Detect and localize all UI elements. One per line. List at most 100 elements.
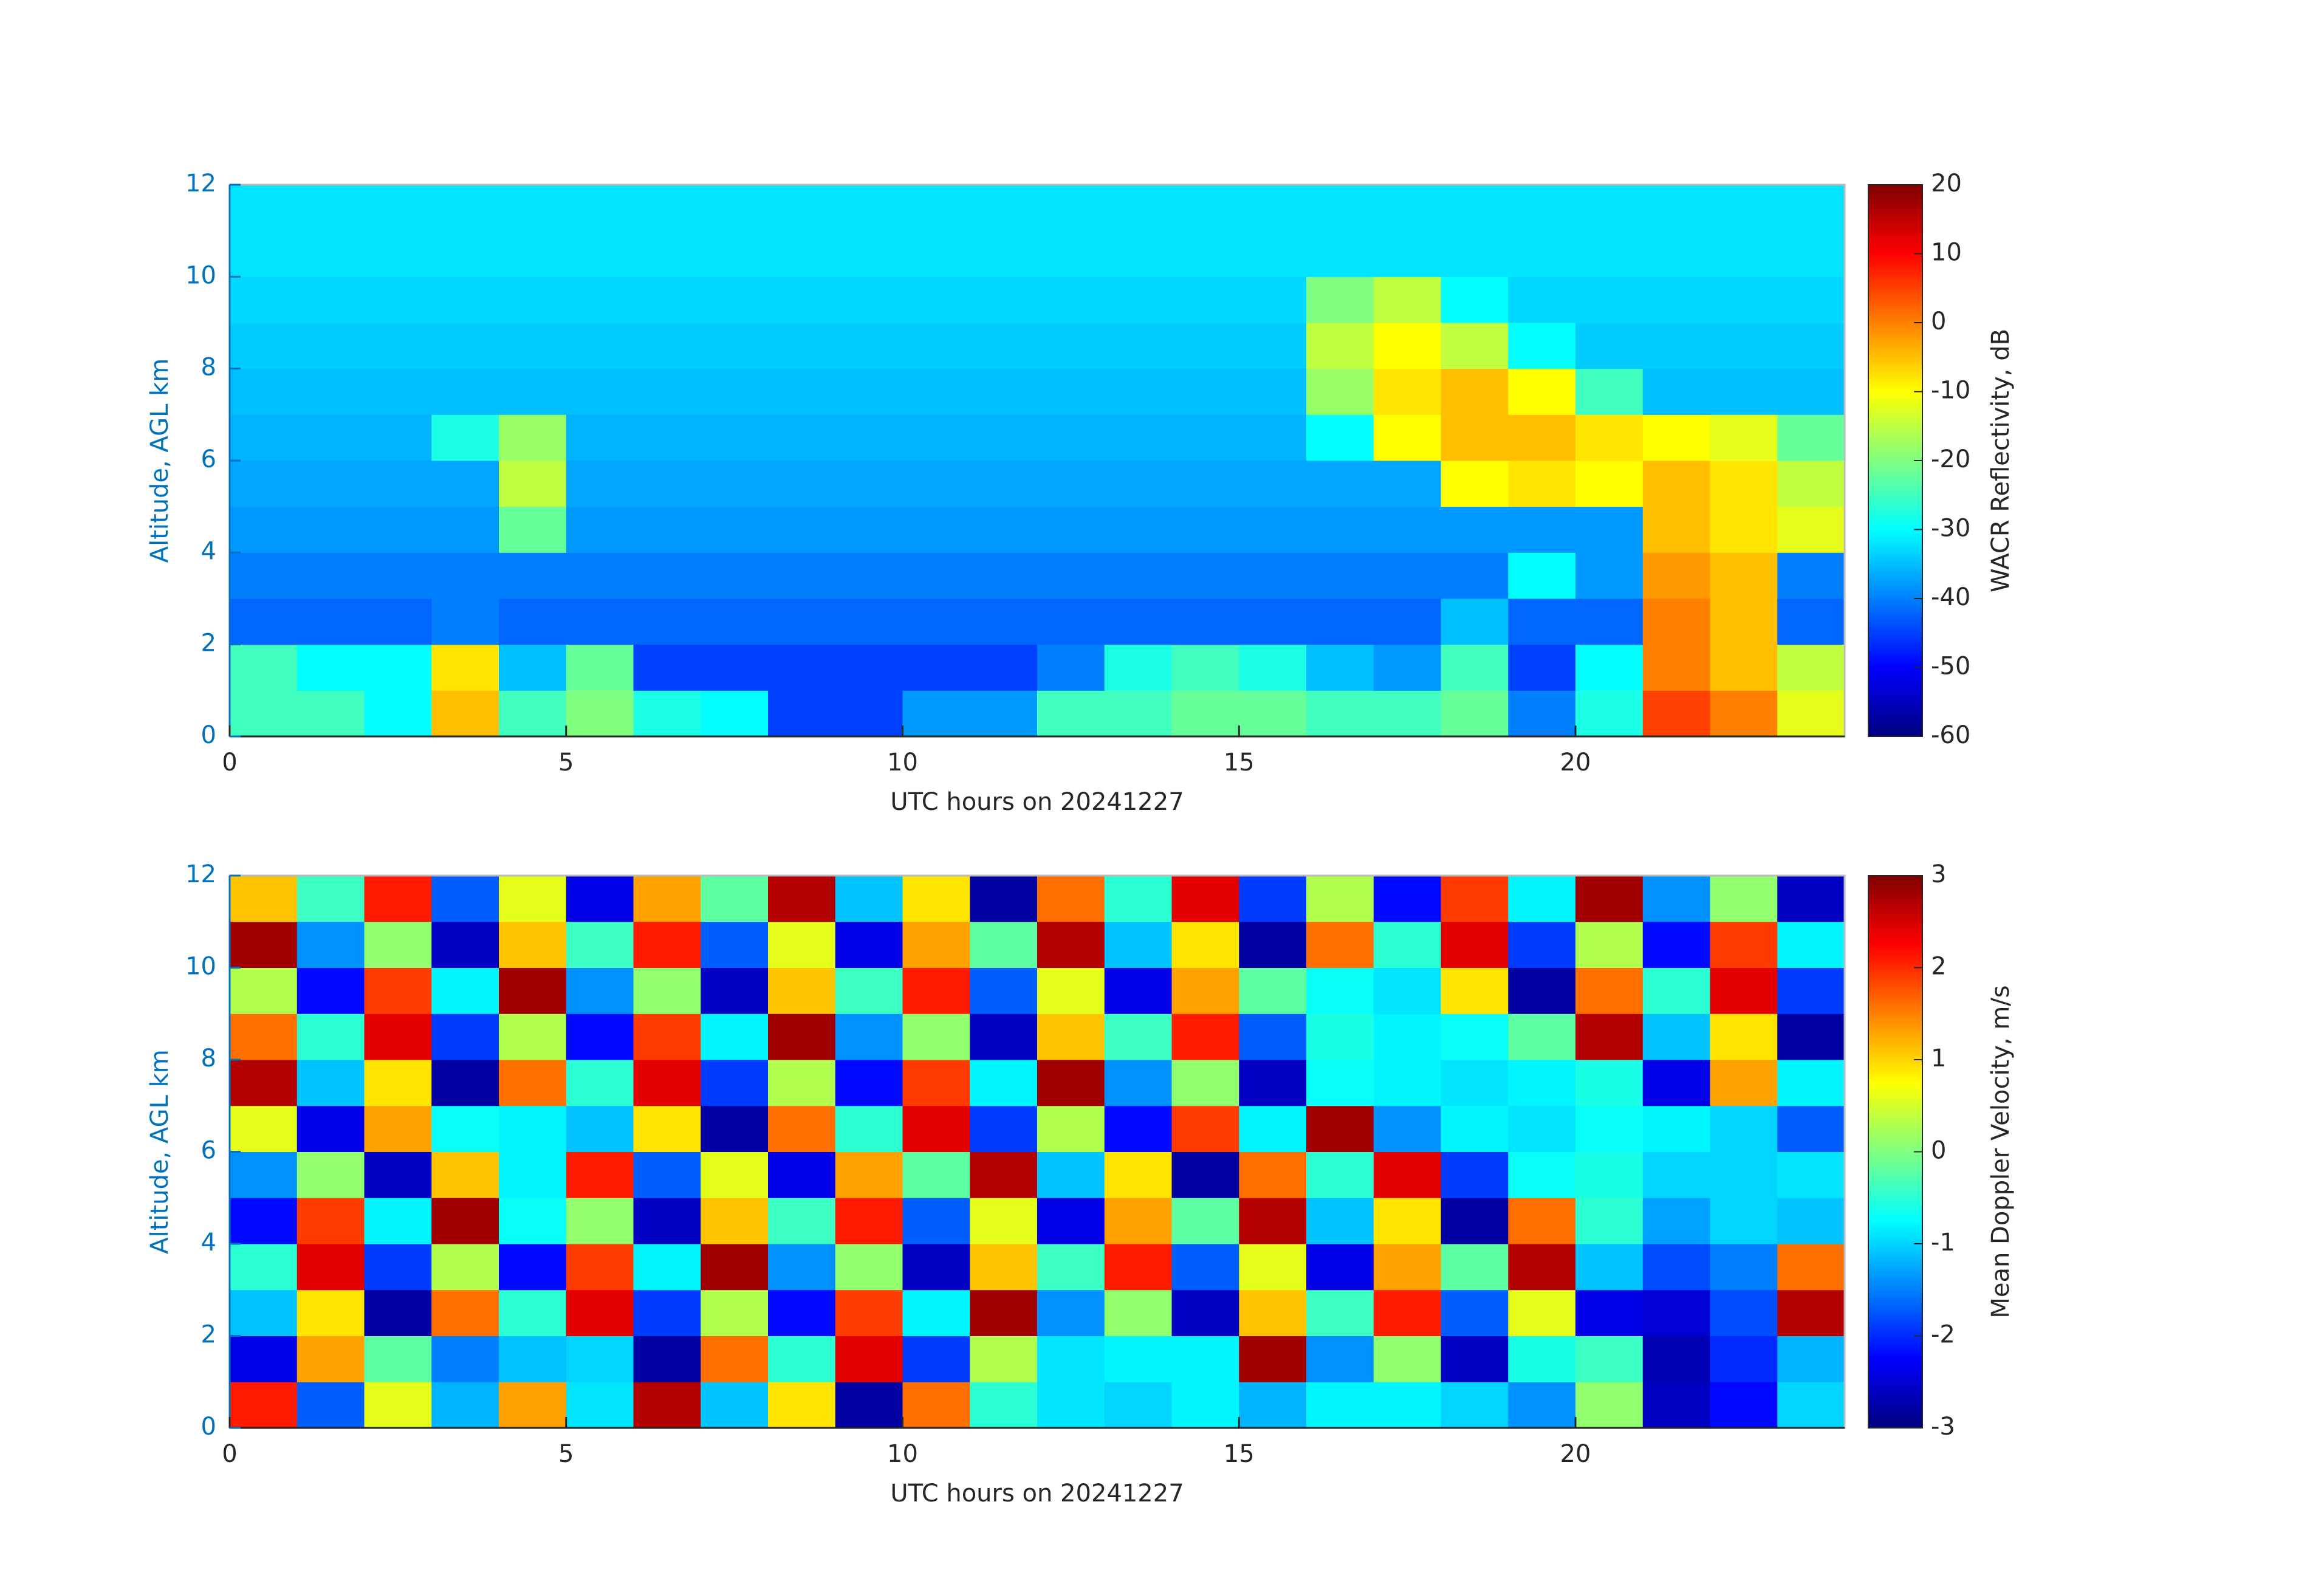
heatmap-cell xyxy=(902,599,970,645)
heatmap-cell xyxy=(1239,1151,1307,1198)
heatmap-cell xyxy=(566,368,634,415)
heatmap-cell xyxy=(499,461,567,507)
heatmap-cell xyxy=(701,599,769,645)
heatmap-cell xyxy=(1171,276,1239,323)
heatmap-cell xyxy=(230,506,298,553)
colorbar-label: WACR Reflectivity, dB xyxy=(1987,329,2015,592)
heatmap-cell xyxy=(1373,1105,1441,1152)
heatmap-cell xyxy=(768,921,836,968)
heatmap-cell xyxy=(835,230,903,277)
heatmap-cell xyxy=(499,323,567,369)
heatmap-cell xyxy=(1037,599,1105,645)
heatmap-cell xyxy=(296,1289,365,1336)
heatmap-cell xyxy=(1441,599,1509,645)
heatmap-cell xyxy=(1508,1382,1576,1429)
heatmap-cell xyxy=(1306,230,1374,277)
heatmap-cell xyxy=(1104,1105,1172,1152)
heatmap-cell xyxy=(566,1198,634,1244)
heatmap-cell xyxy=(566,690,634,737)
heatmap-cell xyxy=(1037,461,1105,507)
heatmap-cell xyxy=(1306,1336,1374,1382)
heatmap-cell xyxy=(1642,1336,1710,1382)
heatmap-cell xyxy=(431,921,499,968)
heatmap-cell xyxy=(902,1060,970,1106)
heatmap-cell xyxy=(431,967,499,1014)
heatmap-cell xyxy=(1171,1336,1239,1382)
heatmap-cell xyxy=(1306,368,1374,415)
heatmap-cell xyxy=(902,185,970,232)
heatmap-cell xyxy=(1104,368,1172,415)
heatmap-cell xyxy=(970,414,1038,461)
y-tick-label: 4 xyxy=(201,1229,216,1257)
heatmap-cell xyxy=(1642,1151,1710,1198)
heatmap-cell xyxy=(1373,1382,1441,1429)
heatmap-cell xyxy=(1306,506,1374,553)
heatmap-cell xyxy=(1306,552,1374,599)
heatmap-cell xyxy=(364,644,432,691)
heatmap-cell xyxy=(1575,506,1644,553)
heatmap-cell xyxy=(1710,276,1778,323)
heatmap-cell xyxy=(499,276,567,323)
heatmap-cell xyxy=(701,1289,769,1336)
heatmap-cell xyxy=(1777,921,1845,968)
heatmap-cell xyxy=(633,414,701,461)
heatmap-cell xyxy=(970,323,1038,369)
heatmap-cell xyxy=(1171,1014,1239,1060)
heatmap-cell xyxy=(1104,1014,1172,1060)
heatmap-cell xyxy=(431,276,499,323)
heatmap-cell xyxy=(1777,1151,1845,1198)
heatmap-cell xyxy=(1777,461,1845,507)
heatmap-cell xyxy=(1373,1244,1441,1291)
heatmap-cell xyxy=(230,690,298,737)
y-tick-label: 2 xyxy=(201,629,216,657)
heatmap-cell xyxy=(230,1336,298,1382)
heatmap-cell xyxy=(1104,690,1172,737)
heatmap-cell xyxy=(296,1060,365,1106)
heatmap-cell xyxy=(431,1151,499,1198)
heatmap-cell xyxy=(1575,644,1644,691)
heatmap-cell xyxy=(1575,552,1644,599)
x-tick-label: 10 xyxy=(887,1440,918,1468)
heatmap-cell xyxy=(1441,1382,1509,1429)
heatmap-cell xyxy=(1710,644,1778,691)
x-tick-label: 10 xyxy=(887,749,918,777)
heatmap-cell xyxy=(1575,1198,1644,1244)
heatmap-cell xyxy=(1171,506,1239,553)
heatmap-cell xyxy=(1104,876,1172,922)
heatmap-cell xyxy=(1710,1382,1778,1429)
heatmap-cell xyxy=(768,1105,836,1152)
heatmap-cell xyxy=(902,690,970,737)
heatmap-cell xyxy=(1306,876,1374,922)
heatmap-cell xyxy=(1777,1289,1845,1336)
heatmap-cell xyxy=(566,1151,634,1198)
heatmap-cell xyxy=(230,368,298,415)
heatmap-cell xyxy=(1508,921,1576,968)
y-tick-label: 6 xyxy=(201,445,216,473)
heatmap-cell xyxy=(701,921,769,968)
heatmap-cell xyxy=(1373,1336,1441,1382)
heatmap-cell xyxy=(835,1014,903,1060)
heatmap-cell xyxy=(1642,506,1710,553)
heatmap-cell xyxy=(902,1336,970,1382)
heatmap-cell xyxy=(701,1382,769,1429)
heatmap-cell xyxy=(1777,323,1845,369)
heatmap-cell xyxy=(296,599,365,645)
heatmap-cell xyxy=(1777,967,1845,1014)
heatmap-cell xyxy=(1441,1289,1509,1336)
heatmap-cell xyxy=(1642,644,1710,691)
colorbar-tick-label: -2 xyxy=(1931,1321,1955,1349)
heatmap-cell xyxy=(1239,1336,1307,1382)
heatmap-cell xyxy=(1777,1060,1845,1106)
heatmap-cell xyxy=(835,414,903,461)
heatmap-cell xyxy=(1037,967,1105,1014)
heatmap-cell xyxy=(431,1105,499,1152)
heatmap-cell xyxy=(835,185,903,232)
x-tick-label: 15 xyxy=(1224,749,1255,777)
heatmap-cell xyxy=(1441,1198,1509,1244)
heatmap-cell xyxy=(768,1289,836,1336)
heatmap-cell xyxy=(1441,506,1509,553)
heatmap-cell xyxy=(364,230,432,277)
heatmap-cell xyxy=(1373,921,1441,968)
heatmap-cell xyxy=(296,967,365,1014)
